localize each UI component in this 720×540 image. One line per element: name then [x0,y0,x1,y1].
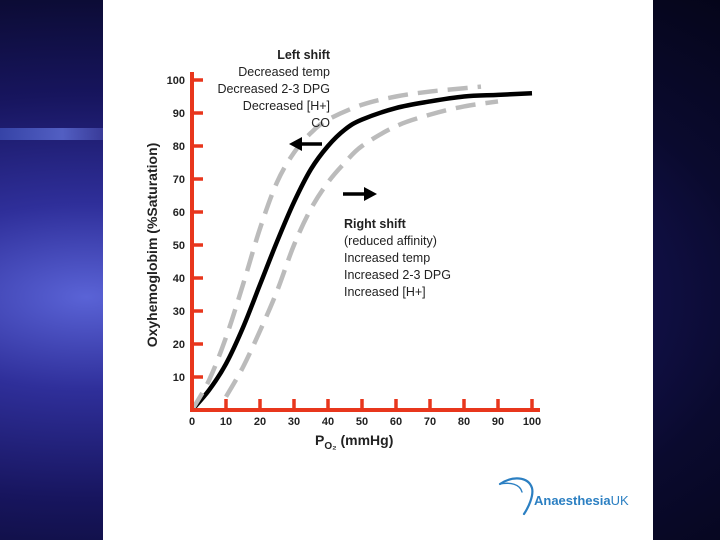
y-tick-label: 100 [167,75,185,87]
x-tick-label: 40 [322,416,334,428]
anaesthesia-uk-logo: AnaesthesiaUK [534,493,629,508]
x-axis-label: PO₂ (mmHg) [315,432,394,452]
left-shift-line: Decreased [H+] [242,99,330,113]
right-shift-line: Increased 2-3 DPG [344,268,451,282]
slide-panel [103,0,653,540]
logo-name: Anaesthesia [534,493,611,508]
left-shift-line: Decreased temp [238,65,330,79]
shifted-curve [190,84,482,412]
anaesthesia-uk-logo-icon [498,477,534,516]
x-tick-label: 100 [523,416,541,428]
y-tick-label: 60 [173,207,185,219]
left-shift-line: Decreased 2-3 DPG [217,82,330,96]
left-shift-line: CO [311,116,330,130]
x-tick-label: 10 [220,416,232,428]
y-axis-label: Oxyhemoglobim (%Saturation) [144,142,160,348]
left-shift-annotation: Left shift Decreased temp Decreased 2-3 … [217,47,330,132]
right-shift-line: (reduced affinity) [344,234,437,248]
x-tick-label: 70 [424,416,436,428]
shifted-curve [224,99,499,398]
left-shift-title: Left shift [277,48,330,62]
y-tick-label: 50 [173,240,185,252]
y-tick-label: 80 [173,141,185,153]
y-tick-label: 10 [173,372,185,384]
y-tick-label: 70 [173,174,185,186]
right-shift-line: Increased [H+] [344,285,426,299]
y-tick-label: 40 [173,273,185,285]
left-shift-arrow-icon [289,137,322,151]
x-tick-label: 80 [458,416,470,428]
background-stripe [0,128,104,140]
x-tick-label: 20 [254,416,266,428]
right-shift-arrow-icon [343,187,377,201]
x-tick-label: 60 [390,416,402,428]
x-tick-label: 0 [189,416,195,428]
normal-curve [190,90,533,412]
x-tick-label: 90 [492,416,504,428]
y-tick-label: 90 [173,108,185,120]
right-shift-title: Right shift [344,217,406,231]
x-tick-label: 50 [356,416,368,428]
y-tick-label: 30 [173,306,185,318]
logo-suffix: UK [610,493,629,508]
right-shift-line: Increased temp [344,251,431,265]
right-shift-annotation: Right shift (reduced affinity) Increased… [344,216,451,301]
y-tick-label: 20 [173,339,185,351]
x-tick-label: 30 [288,416,300,428]
